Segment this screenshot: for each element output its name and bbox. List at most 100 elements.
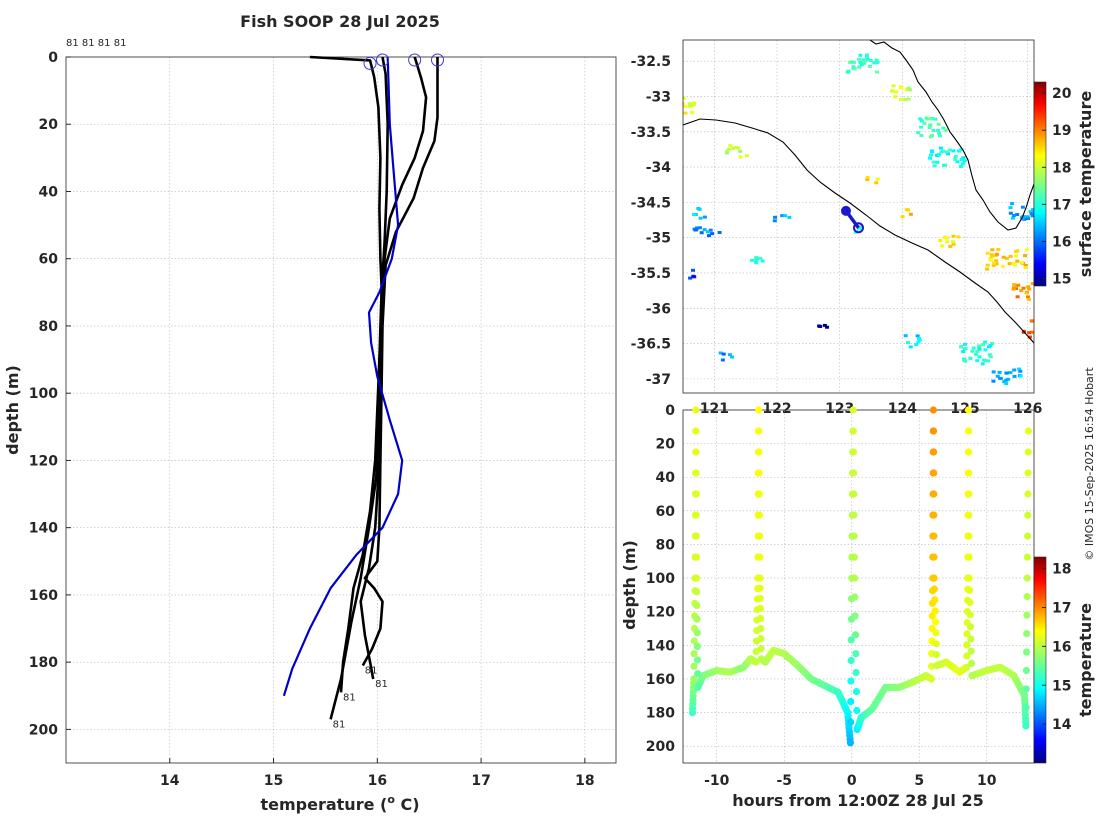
trajectory-point: [755, 469, 763, 477]
sst-pixel: [1008, 206, 1013, 210]
sst-pixel: [1004, 378, 1009, 382]
sst-pixel: [858, 60, 863, 64]
time-x-tick-label: 10: [977, 773, 997, 789]
sst-pixel: [940, 244, 944, 248]
sst-pixel: [959, 345, 964, 349]
time-x-tick-label: -10: [704, 773, 730, 789]
trajectory-point: [1023, 630, 1031, 638]
trajectory-point: [1024, 448, 1032, 456]
sst-pixel: [736, 146, 741, 150]
trajectory-point: [850, 490, 858, 498]
sst-pixel: [977, 347, 982, 350]
trajectory-point: [849, 406, 857, 414]
sst-pixel: [1017, 367, 1022, 371]
sst-pixel: [958, 165, 963, 168]
sst-pixel: [846, 70, 851, 74]
sst-colorbar-label: surface temperature: [1076, 91, 1095, 278]
profile-start-circle: [363, 56, 377, 70]
trajectory-point: [930, 490, 938, 498]
sst-pixel: [773, 215, 778, 219]
sst-pixel: [1034, 338, 1038, 341]
trajectory-point: [1023, 648, 1031, 656]
sst-pixel: [988, 355, 993, 359]
sst-pixel: [780, 214, 785, 218]
trajectory-point: [852, 669, 860, 677]
trajectory-point: [932, 640, 940, 648]
sst-pixel: [942, 163, 946, 167]
map-lon-tick-label: 121: [700, 401, 729, 417]
sst-pixel: [1004, 256, 1009, 260]
sst-pixel: [928, 117, 933, 121]
sst-pixel: [974, 352, 979, 356]
trajectory-point: [847, 636, 855, 644]
temperature-profile-chart: Fish SOOP 28 Jul 2025 81 81 81 81 0 20 40 6…: [3, 12, 617, 814]
map-lat-tick-label: -36: [646, 301, 671, 317]
trajectory-point: [931, 596, 939, 604]
sst-pixel: [1026, 297, 1031, 301]
sst-pixel: [1037, 337, 1041, 340]
sst-pixel: [988, 257, 993, 261]
sst-pixel: [1028, 209, 1033, 213]
chart-title: Fish SOOP 28 Jul 2025: [240, 12, 440, 31]
sst-pixel: [951, 149, 956, 153]
ship-track: [840, 205, 864, 234]
trajectory-point: [851, 631, 860, 639]
sst-pixel: [983, 340, 988, 344]
sst-pixel: [970, 349, 975, 353]
sst-pixel: [991, 263, 996, 267]
sst-pixel: [919, 125, 924, 129]
sst-pixel: [875, 60, 880, 64]
sst-pixel: [961, 158, 966, 162]
sst-pixel: [688, 276, 693, 280]
sst-pixel: [943, 128, 948, 132]
trajectory-point: [756, 574, 764, 582]
profile-y-tick-label: 200: [29, 722, 58, 738]
sst-pixel: [928, 135, 933, 139]
sst-pixel: [868, 59, 873, 62]
trajectory-point: [692, 448, 700, 456]
trajectory-point: [965, 586, 974, 594]
trajectory-point: [930, 553, 938, 561]
sst-pixel: [936, 153, 941, 157]
sst-pixel: [945, 240, 949, 244]
sst-pixel: [1015, 295, 1020, 299]
sst-pixel: [906, 208, 911, 212]
sst-pixel: [996, 248, 1001, 251]
trajectory-point: [756, 584, 764, 592]
sst-colorbar-tick-label: 15: [1052, 272, 1071, 288]
sst-pixel: [971, 346, 976, 350]
trajectory-point: [692, 553, 701, 561]
sst-pixel: [985, 263, 990, 267]
sst-pixel: [943, 235, 947, 239]
sst-pixel: [936, 122, 941, 126]
trajectory-point: [693, 588, 701, 596]
profile-line: [339, 56, 389, 693]
trajectory-point: [847, 677, 855, 685]
trajectory-point: [755, 511, 764, 519]
profile-gridlines: [66, 56, 616, 763]
sst-pixel: [990, 248, 995, 252]
depth-time-chart: 0 20 40 60 80 100 120 140 160 180 200 -10 -5 0 5 10 ho…: [620, 403, 1095, 810]
sst-pixel: [951, 240, 956, 244]
profile-end-label: 81: [333, 719, 346, 730]
sst-pixel: [754, 257, 759, 261]
time-x-tick-label: 0: [847, 773, 857, 789]
sst-pixel: [938, 134, 942, 138]
sst-pixel: [951, 234, 956, 238]
sst-pixel: [922, 121, 927, 125]
trajectory-point: [967, 647, 975, 655]
coastline-shelf-edge: [683, 118, 1034, 344]
sst-pixel: [858, 225, 863, 229]
sst-pixel: [721, 352, 726, 356]
sst-pixel: [903, 97, 908, 101]
sst-pixel: [914, 343, 919, 347]
trajectory-point: [930, 585, 939, 593]
sst-pixel: [697, 207, 702, 211]
trajectory-point: [847, 718, 855, 726]
sst-pixel: [939, 150, 944, 154]
sst-pixel: [1019, 261, 1024, 265]
sst-pixel: [857, 227, 862, 231]
time-x-ticks: -10 -5 0 5 10: [704, 773, 997, 789]
sst-pixel: [924, 116, 929, 120]
sst-pixel: [938, 239, 943, 242]
